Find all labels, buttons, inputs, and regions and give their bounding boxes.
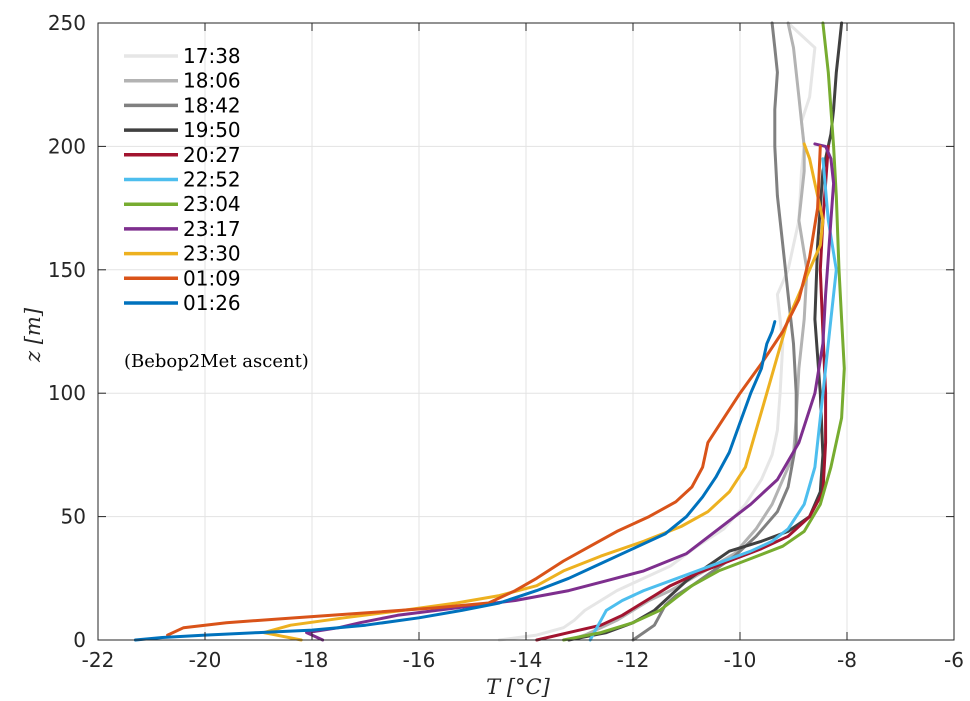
y-tick-label: 150	[48, 258, 86, 282]
legend-label: 23:30	[183, 242, 241, 266]
legend-label: 18:06	[183, 69, 241, 93]
y-tick-label: 0	[73, 628, 86, 652]
legend-label: 23:04	[183, 192, 241, 216]
legend-label: 01:26	[183, 291, 241, 315]
y-tick-label: 250	[48, 11, 86, 35]
x-tick-label: -8	[837, 648, 857, 672]
x-tick-label: -18	[296, 648, 329, 672]
series-line-2304	[562, 21, 846, 642]
series-line-2317	[305, 142, 836, 642]
series-line-0109	[166, 144, 822, 637]
legend-label: 17:38	[183, 44, 241, 68]
axis-ticks: -22 -20 -18 -16 -14 -12 -10 -8 -6 0 50 100 150 200 250	[48, 11, 964, 672]
x-tick-label: -16	[403, 648, 436, 672]
x-tick-label: -22	[82, 648, 115, 672]
x-tick-label: -10	[724, 648, 757, 672]
x-axis-label: T [°C]	[486, 675, 550, 699]
legend-label: 22:52	[183, 168, 241, 192]
legend-label: 18:42	[183, 93, 241, 117]
y-tick-label: 200	[48, 134, 86, 158]
series-line-2252	[588, 157, 838, 642]
x-tick-label: -12	[617, 648, 650, 672]
legend: 17:3818:0618:4219:5020:2722:5223:0423:17…	[124, 44, 241, 315]
y-tick-label: 50	[61, 505, 86, 529]
legend-label: 01:09	[183, 266, 241, 290]
legend-note: (Bebop2Met ascent)	[124, 351, 309, 372]
legend-label: 19:50	[183, 118, 241, 142]
series-lines	[133, 21, 846, 642]
series-line-2027	[535, 144, 830, 642]
series-line-0126	[133, 320, 777, 642]
x-tick-label: -6	[944, 648, 964, 672]
legend-label: 20:27	[183, 143, 241, 167]
legend-label: 23:17	[183, 217, 241, 241]
x-tick-label: -14	[510, 648, 543, 672]
grid	[98, 23, 954, 640]
x-tick-label: -20	[189, 648, 222, 672]
y-tick-label: 100	[48, 381, 86, 405]
y-axis-label: z [m]	[21, 307, 45, 363]
